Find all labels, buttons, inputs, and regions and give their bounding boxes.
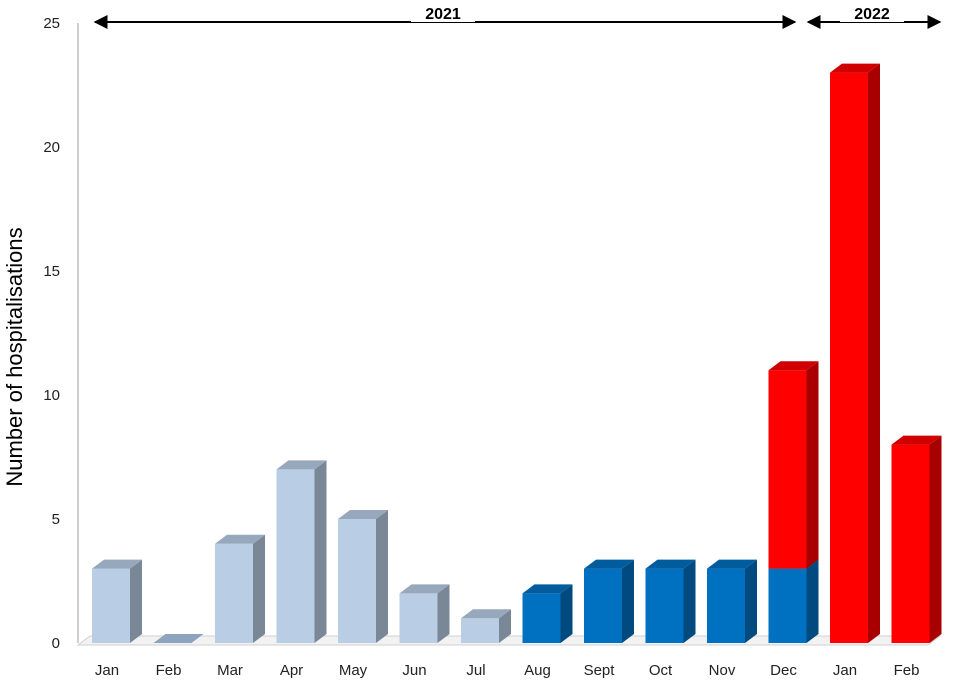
bar-segment (522, 584, 573, 643)
y-axis: 0 5 10 15 20 25 (43, 15, 79, 652)
bar-segment (92, 559, 142, 643)
x-tick-label: May (339, 662, 368, 679)
bar-segment (645, 559, 696, 643)
y-tick-label: 5 (52, 511, 60, 528)
x-tick-label: Feb (894, 662, 920, 679)
bar-segment (768, 559, 819, 643)
bar-segment (399, 584, 450, 643)
bar-segment (891, 435, 942, 643)
x-tick-label: Sept (584, 662, 616, 679)
x-tick-label: Aug (524, 662, 551, 679)
x-tick-label: Oct (649, 662, 673, 679)
x-tick-label: Apr (280, 662, 303, 679)
bar-segment (276, 460, 327, 643)
year-spans: 2021 2022 (93, 4, 942, 29)
bar-segment (584, 559, 634, 643)
x-tick-label: Jul (466, 662, 485, 679)
year-span: 2022 (806, 4, 942, 29)
y-axis-label: Number of hospitalisations (2, 227, 27, 486)
bar-segment (338, 510, 388, 643)
y-tick-label: 10 (43, 387, 60, 404)
bar-segment (830, 63, 880, 644)
year-label: 2022 (854, 6, 890, 23)
y-tick-label: 20 (43, 139, 60, 156)
year-span: 2021 (93, 4, 797, 29)
x-tick-label: Jan (833, 662, 857, 679)
y-tick-label: 0 (52, 635, 60, 652)
y-tick-label: 15 (43, 263, 60, 280)
x-tick-label: Jan (95, 662, 119, 679)
y-tick-label: 25 (43, 15, 60, 32)
bar-segment (461, 609, 511, 643)
x-tick-label: Nov (709, 662, 736, 679)
x-tick-label: Feb (156, 662, 182, 679)
year-label: 2021 (425, 6, 461, 23)
x-axis-labels: Jan Feb Mar Apr May Jun Jul Aug Sept Oct Nov Dec Jan… (95, 662, 920, 679)
bar-segment (215, 534, 265, 643)
bars-group (92, 63, 942, 644)
x-tick-label: Mar (217, 662, 243, 679)
bar-segment (707, 559, 757, 643)
x-tick-label: Jun (402, 662, 426, 679)
bar-zero (153, 634, 204, 643)
bar-segment (768, 361, 819, 569)
x-tick-label: Dec (770, 662, 797, 679)
